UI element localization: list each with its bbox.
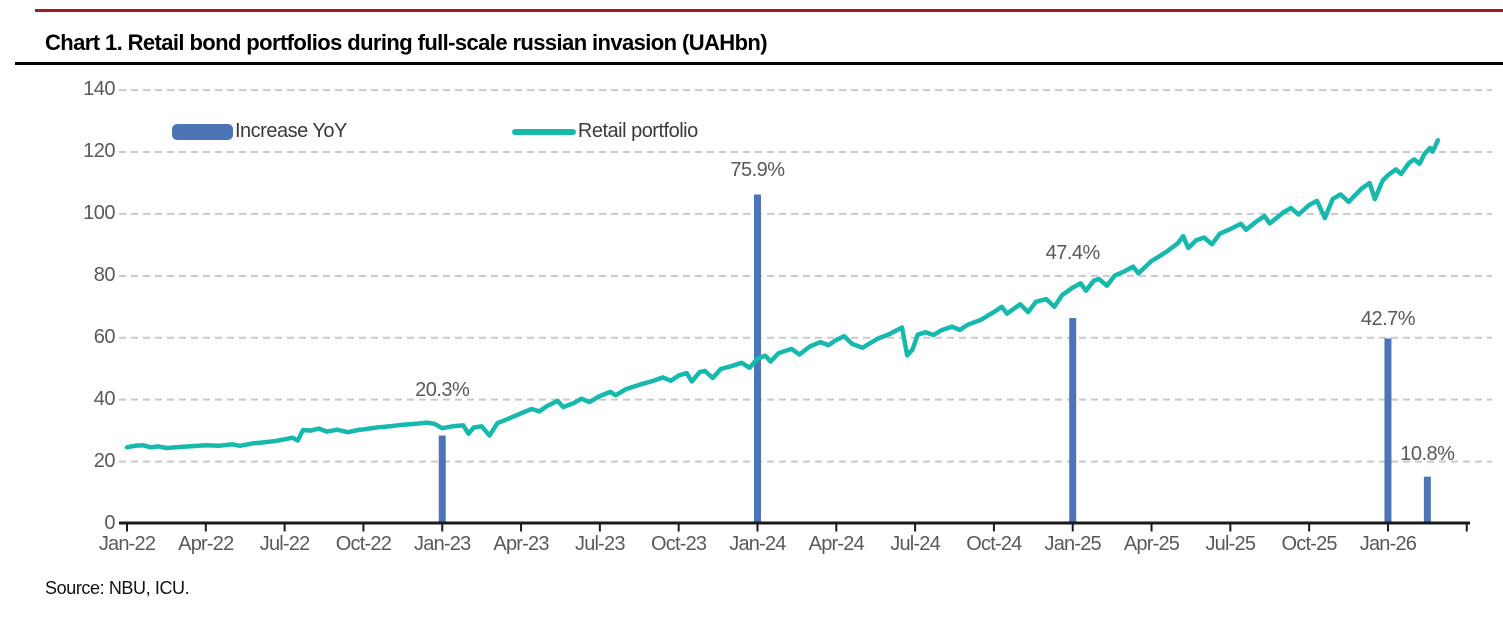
x-axis-tick-label: Apr-23	[493, 533, 549, 555]
chart-title: Chart 1. Retail bond portfolios during f…	[45, 30, 768, 55]
x-axis-tick-label: Jan-22	[98, 533, 156, 555]
y-axis-tick-label: 20	[93, 449, 116, 472]
x-axis-tick-label: Jul-24	[890, 533, 940, 555]
x-axis-tick-label: Jan-25	[1044, 533, 1102, 555]
x-axis-tick-label: Jan-23	[414, 533, 471, 555]
x-axis-tick-label: Oct-23	[651, 533, 707, 555]
y-axis-tick-label: 60	[93, 325, 116, 348]
x-axis-tick-label: Apr-24	[808, 533, 865, 555]
yoy-bar	[1069, 318, 1077, 524]
legend-label-increase-yoy: Increase YoY	[235, 120, 347, 142]
line-swatch-icon	[511, 128, 576, 135]
x-axis-tick-label: Jan-24	[729, 533, 786, 555]
yoy-bar-label: 20.3%	[415, 379, 470, 402]
y-axis-tick-label: 80	[93, 263, 116, 286]
yoy-bar-label: 75.9%	[730, 159, 785, 182]
x-axis-tick-label: Apr-22	[178, 533, 234, 555]
title-divider	[15, 62, 1503, 65]
x-axis-tick-label: Jul-25	[1205, 533, 1256, 555]
x-axis-tick-label: Oct-24	[966, 533, 1022, 555]
x-axis-tick-label: Jan-26	[1359, 533, 1417, 555]
yoy-bar	[1384, 338, 1392, 524]
accent-top-rule	[35, 9, 1503, 12]
legend-item-increase-yoy: Increase YoY	[172, 120, 347, 143]
x-axis-tick-label: Jul-22	[259, 533, 310, 555]
legend: Increase YoY Retail portfolio	[172, 120, 698, 143]
legend-item-retail-portfolio: Retail portfolio	[347, 120, 698, 143]
retail-portfolio-line	[124, 138, 1441, 451]
x-axis-tick-label: Oct-25	[1281, 533, 1338, 555]
y-axis-tick-label: 100	[83, 201, 115, 224]
y-axis-tick-label: 140	[83, 78, 115, 101]
yoy-bar	[438, 435, 446, 524]
x-axis-tick-label: Apr-25	[1123, 533, 1180, 555]
y-axis-tick-label: 40	[93, 387, 116, 410]
y-axis-tick-label: 120	[83, 140, 115, 163]
yoy-bar-label: 10.8%	[1400, 442, 1455, 465]
yoy-bar-label: 47.4%	[1045, 241, 1101, 264]
yoy-bar-label: 42.7%	[1360, 308, 1416, 331]
x-axis-tick-label: Jul-23	[575, 533, 625, 555]
yoy-bar	[1423, 476, 1431, 524]
x-axis-tick-label: Oct-22	[335, 533, 392, 555]
y-axis-tick-label: 0	[104, 511, 115, 534]
legend-label-retail-portfolio: Retail portfolio	[577, 120, 698, 142]
source-note: Source: NBU, ICU.	[45, 578, 190, 598]
bar-swatch-icon	[172, 123, 233, 140]
